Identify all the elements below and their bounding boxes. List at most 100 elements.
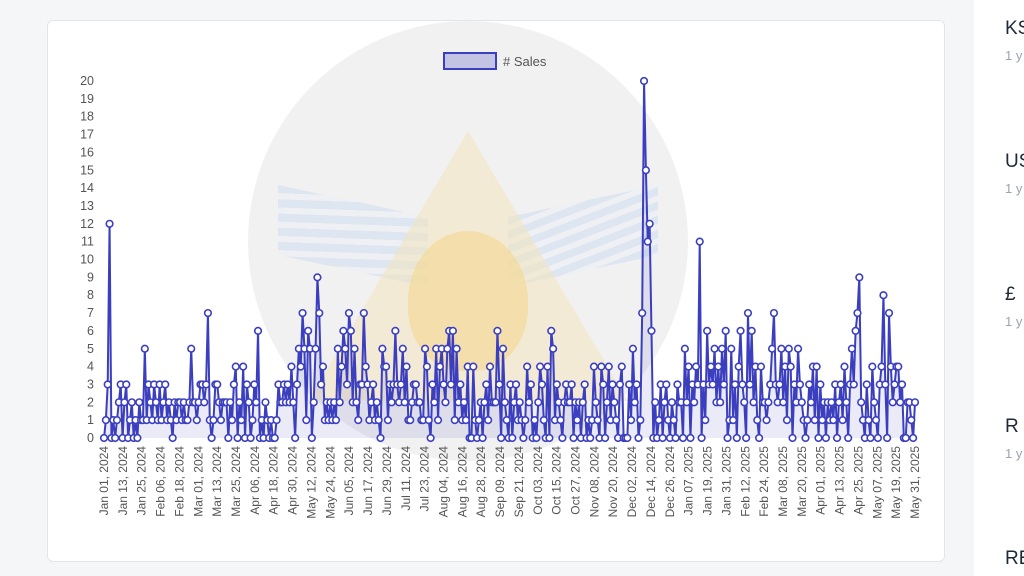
list-item-subtitle: 1 y — [1005, 181, 1023, 196]
data-point — [411, 380, 420, 389]
data-point — [907, 416, 916, 425]
watermark-triangle — [308, 131, 628, 401]
x-tick-label: Jan 25, 2024 — [135, 446, 149, 516]
data-point — [183, 416, 192, 425]
data-point — [742, 433, 751, 443]
data-point — [730, 380, 740, 389]
data-point — [331, 416, 341, 425]
data-point — [864, 416, 873, 425]
data-point — [482, 380, 491, 389]
list-item[interactable]: US 1 y — [1005, 151, 1024, 196]
data-point — [231, 362, 240, 371]
data-point — [200, 398, 209, 407]
data-point — [849, 380, 858, 389]
list-item-title: £ — [1005, 284, 1016, 305]
x-tick-label: Dec 02, 2024 — [625, 446, 639, 518]
data-point — [736, 326, 745, 336]
data-point — [283, 380, 292, 389]
data-point — [493, 326, 502, 336]
data-point — [402, 362, 411, 371]
data-point — [376, 433, 385, 443]
data-point — [350, 344, 359, 353]
list-item[interactable]: R 1 y — [1005, 416, 1022, 461]
data-point — [695, 237, 704, 246]
data-point — [862, 380, 871, 389]
x-tick-label: Mar 08, 2025 — [776, 446, 790, 517]
data-point — [537, 380, 547, 389]
data-point — [743, 308, 753, 318]
data-point — [480, 398, 489, 407]
data-point — [237, 416, 246, 425]
data-point — [122, 380, 131, 389]
list-item-title: US — [1005, 151, 1024, 172]
data-point — [832, 433, 842, 443]
data-point — [248, 416, 257, 425]
list-item[interactable]: RE — [1005, 548, 1024, 570]
data-point — [745, 380, 754, 389]
data-point — [536, 362, 545, 371]
y-tick-label: 4 — [87, 360, 94, 374]
x-tick-label: Feb 24, 2025 — [757, 446, 771, 517]
data-point — [779, 398, 788, 407]
y-tick-label: 1 — [87, 413, 94, 427]
x-tick-label: Aug 28, 2024 — [474, 446, 488, 518]
data-point — [511, 380, 521, 389]
data-point — [660, 398, 669, 407]
data-point — [406, 416, 415, 425]
list-item-title: R — [1005, 416, 1019, 437]
x-tick-label: Sep 21, 2024 — [512, 446, 526, 518]
data-point — [628, 344, 638, 353]
data-point — [719, 380, 728, 389]
data-point — [604, 362, 613, 371]
data-point — [441, 398, 450, 407]
data-point — [786, 362, 795, 371]
x-tick-label: May 31, 2025 — [908, 446, 922, 519]
data-point — [647, 326, 656, 336]
data-point — [806, 398, 816, 407]
data-point — [213, 380, 222, 389]
data-point — [734, 362, 743, 371]
data-point — [105, 219, 114, 228]
data-point — [586, 433, 595, 443]
x-tick-label: Jan 13, 2024 — [116, 446, 130, 516]
data-point — [706, 362, 715, 371]
data-point — [549, 344, 558, 353]
data-point — [233, 433, 242, 443]
data-point — [111, 433, 120, 443]
data-point — [610, 398, 619, 407]
list-item-subtitle: 1 y — [1005, 48, 1023, 63]
data-point — [374, 416, 383, 425]
data-point — [623, 433, 632, 443]
data-point — [524, 398, 534, 407]
data-point — [270, 433, 279, 443]
data-point — [103, 380, 112, 389]
x-tick-label: Apr 18, 2024 — [267, 446, 281, 515]
x-tick-label: Jun 29, 2024 — [380, 446, 394, 516]
list-item[interactable]: KSh 1 y — [1005, 18, 1024, 63]
data-point — [216, 416, 226, 425]
data-point — [239, 362, 248, 371]
y-tick-label: 2 — [87, 395, 94, 409]
data-point — [829, 416, 838, 425]
list-item[interactable]: £ 1 y — [1005, 284, 1022, 329]
data-point — [567, 380, 576, 389]
x-tick-label: Dec 26, 2024 — [663, 446, 677, 518]
x-tick-label: Jun 17, 2024 — [361, 446, 375, 516]
data-point — [881, 380, 890, 389]
x-tick-label: Jul 11, 2024 — [399, 446, 413, 511]
right-panel: KSh 1 y US 1 y £ 1 y R 1 y RE — [974, 0, 1024, 576]
x-tick-label: Jan 31, 2025 — [719, 446, 733, 516]
data-point — [378, 344, 387, 353]
data-point — [543, 362, 552, 371]
data-point — [558, 433, 567, 443]
x-tick-label: Apr 06, 2024 — [248, 446, 262, 515]
data-point — [847, 344, 857, 353]
data-point — [573, 416, 582, 425]
x-tick-label: Mar 25, 2024 — [229, 446, 243, 517]
data-point — [127, 398, 136, 407]
list-item-subtitle: 1 y — [1005, 314, 1023, 329]
data-point — [697, 433, 706, 443]
data-point — [569, 433, 578, 443]
data-point — [821, 433, 831, 443]
x-tick-label: Apr 01, 2025 — [814, 446, 828, 515]
